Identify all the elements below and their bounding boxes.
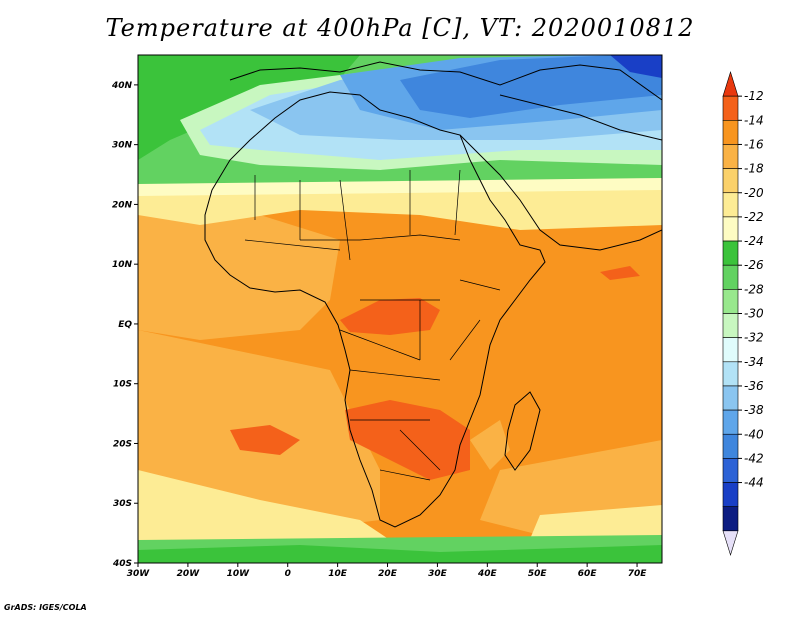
lat-label-20S: 20S (113, 439, 132, 449)
colorbar-swatch (722, 192, 739, 218)
colorbar-swatch (722, 482, 739, 507)
field-north-blue-dark (400, 55, 662, 118)
colorbar-swatch (722, 337, 739, 363)
credit-text: GrADS: IGES/COLA (4, 603, 87, 612)
colorbar-label: -38 (744, 403, 764, 417)
lat-label-40N: 40N (111, 81, 133, 91)
lat-label-20N: 20N (112, 200, 133, 210)
north-coasts (229, 61, 662, 101)
lon-label-20E: 20E (378, 569, 398, 579)
longitude-axis: 30W 20W 10W 0 10E 20E 30E 40E 50E 60E 70E (127, 563, 647, 579)
temperature-field (138, 55, 662, 563)
colorbar-swatch (722, 530, 739, 557)
lon-label-30E: 30E (428, 569, 448, 579)
colorbar-swatch (722, 506, 739, 532)
colorbar-swatch (722, 70, 739, 97)
colorbar-label: -32 (744, 331, 764, 345)
colorbar-swatch (722, 120, 739, 145)
colorbar-swatch (722, 458, 739, 483)
colorbar-label: -28 (744, 282, 764, 296)
lon-label-10W: 10W (227, 569, 251, 579)
field-hot-atlantic (230, 425, 300, 455)
lon-label-70E: 70E (628, 569, 648, 579)
field-moz-light (470, 420, 510, 470)
lat-label-10N: 10N (112, 260, 133, 270)
colorbar-label: -44 (744, 476, 764, 490)
colorbar-label: -16 (744, 137, 764, 151)
lat-label-40S: 40S (112, 559, 132, 569)
colorbar-swatch (722, 168, 739, 194)
madagascar-coast (504, 391, 541, 471)
colorbar-swatch (722, 240, 739, 266)
colorbar-label: -18 (744, 162, 764, 176)
field-hot-congo (340, 298, 440, 335)
lat-label-30S: 30S (113, 499, 132, 509)
colorbar-swatch (722, 409, 739, 435)
lon-label-10E: 10E (328, 569, 348, 579)
colorbar-swatch (722, 313, 739, 338)
latitude-axis: 40N 30N 20N 10N EQ 10S 20S 30S 40S (111, 81, 138, 569)
colorbar-swatch (722, 289, 739, 314)
colorbar-swatch (722, 144, 739, 169)
colorbar-label: -42 (744, 451, 764, 465)
map-title: Temperature at 400hPa [C], VT: 202001081… (105, 14, 695, 42)
colorbar-label: -40 (744, 427, 764, 441)
borders (244, 169, 501, 481)
africa-coast (204, 91, 546, 528)
map-frame (137, 54, 663, 564)
lon-label-60E: 60E (578, 569, 598, 579)
colorbar-label: -20 (744, 186, 764, 200)
lon-label-30W: 30W (127, 569, 151, 579)
field-west-light (138, 210, 340, 340)
lon-label-0: 0 (285, 569, 291, 579)
lat-label-30N: 30N (112, 141, 133, 151)
colorbar: -12 -14 -16 -18 -20 -22 -24 -26 -28 -30 -32 -34 -36 -… (722, 70, 764, 557)
colorbar-swatch (722, 95, 739, 121)
arabia-coast (459, 134, 662, 251)
colorbar-swatch (722, 264, 739, 290)
colorbar-label: -26 (744, 258, 764, 272)
lon-label-40E: 40E (477, 569, 498, 579)
colorbar-label: -14 (744, 113, 764, 127)
lon-label-50E: 50E (528, 569, 548, 579)
lat-label-10S: 10S (113, 380, 132, 390)
field-hot-indian (600, 266, 640, 280)
colorbar-label: -34 (744, 355, 764, 369)
persia-coast (499, 94, 662, 141)
lat-label-EQ: EQ (118, 320, 132, 330)
colorbar-label: -36 (744, 379, 764, 393)
colorbar-label: -12 (744, 89, 764, 103)
coastlines (204, 61, 662, 528)
colorbar-swatch (722, 216, 739, 242)
field-south-green-dark (138, 545, 662, 563)
colorbar-label: -22 (744, 210, 764, 224)
colorbar-label: -30 (744, 307, 764, 321)
colorbar-label: -24 (744, 234, 764, 248)
colorbar-swatch (722, 385, 739, 411)
field-north-navy (610, 55, 662, 78)
colorbar-swatch (722, 433, 739, 459)
colorbar-swatch (722, 361, 739, 387)
lon-label-20W: 20W (177, 569, 201, 579)
